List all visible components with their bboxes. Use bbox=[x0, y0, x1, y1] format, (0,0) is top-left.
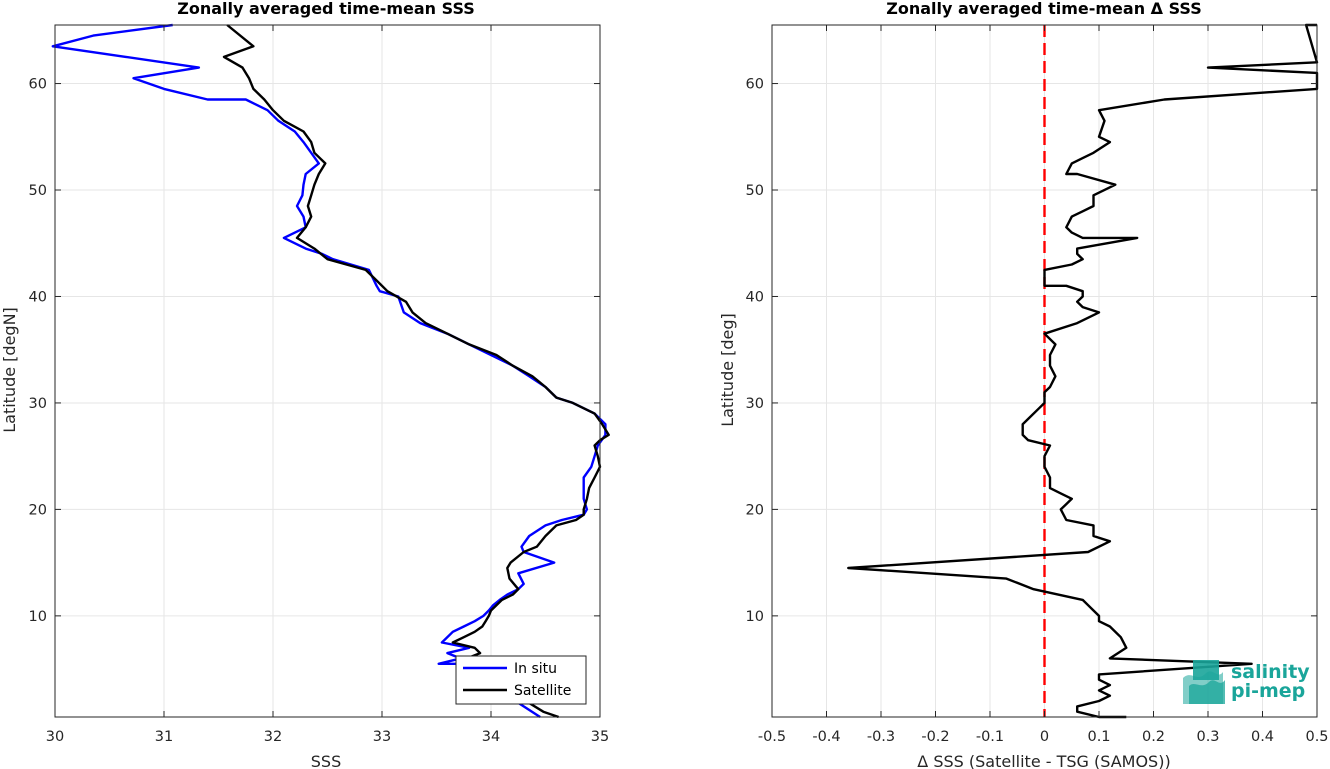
logo-wave-icon-3 bbox=[1193, 660, 1219, 680]
right-x-tick-label: 0.1 bbox=[1087, 729, 1110, 745]
logo-line2: pi-mep bbox=[1231, 680, 1305, 702]
right-x-tick-label: -0.4 bbox=[812, 729, 840, 745]
right-y-axis-label: Latitude [deg] bbox=[718, 313, 737, 427]
right-series-lines bbox=[847, 23, 1319, 719]
right-x-tick-label: 0 bbox=[1040, 729, 1049, 745]
right-y-tick-label: 40 bbox=[746, 289, 764, 305]
logo-line1: salinity bbox=[1231, 661, 1310, 683]
right-x-tick-label: 0.5 bbox=[1305, 729, 1328, 745]
left-x-tick-label: 33 bbox=[373, 729, 391, 745]
left-chart-title: Zonally averaged time-mean SSS bbox=[177, 0, 475, 18]
left-x-tick-label: 34 bbox=[482, 729, 500, 745]
left-x-tick-label: 32 bbox=[264, 729, 282, 745]
right-y-tick-label: 50 bbox=[746, 183, 764, 199]
right-x-tick-label: -0.5 bbox=[758, 729, 786, 745]
logo-wave-icon-2 bbox=[1189, 680, 1225, 704]
legend-satellite-label: Satellite bbox=[514, 683, 571, 699]
legend-box bbox=[455, 655, 587, 705]
left-x-tick-label: 31 bbox=[155, 729, 173, 745]
legend-insitu-label: In situ bbox=[514, 661, 557, 677]
right-y-tick-label: 10 bbox=[746, 609, 764, 625]
left-y-axis-label: Latitude [degN] bbox=[0, 307, 19, 433]
left-axes-box bbox=[54, 24, 601, 718]
right-y-tick-label: 20 bbox=[746, 502, 764, 518]
right-series-line-0 bbox=[847, 23, 1319, 719]
right-chart-title: Zonally averaged time-mean Δ SSS bbox=[886, 0, 1202, 18]
sss-chart: Zonally averaged time-mean SSS 30 31 32 33 3… bbox=[0, 0, 610, 769]
left-y-tick-label: 50 bbox=[29, 183, 47, 199]
right-axes-box bbox=[771, 24, 1318, 718]
left-grid bbox=[54, 25, 601, 717]
left-x-tick-label: 30 bbox=[46, 729, 64, 745]
left-y-tick-label: 40 bbox=[29, 289, 47, 305]
right-x-tick-label: 0.3 bbox=[1196, 729, 1219, 745]
right-x-tick-label: -0.2 bbox=[921, 729, 949, 745]
right-y-tick-label: 60 bbox=[746, 77, 764, 93]
right-x-tick-label: 0.2 bbox=[1142, 729, 1165, 745]
legend: In situ Satellite bbox=[455, 655, 587, 705]
left-y-tick-label: 60 bbox=[29, 77, 47, 93]
delta-sss-chart: Zonally averaged time-mean Δ SSS -0.5 -0.… bbox=[718, 0, 1329, 769]
left-y-tick-label: 20 bbox=[29, 502, 47, 518]
left-y-tick-label: 10 bbox=[29, 609, 47, 625]
salinity-pimep-logo: salinity pi-mep bbox=[1183, 660, 1310, 704]
left-series-line-1 bbox=[222, 24, 610, 719]
right-x-tick-label: -0.1 bbox=[976, 729, 1004, 745]
left-series-lines bbox=[51, 23, 610, 719]
left-x-tick-label: 35 bbox=[591, 729, 609, 745]
right-y-tick-label: 30 bbox=[746, 396, 764, 412]
left-y-tick-label: 30 bbox=[29, 396, 47, 412]
right-x-tick-label: -0.3 bbox=[867, 729, 895, 745]
left-axes: 30 31 32 33 34 35 10 20 30 40 50 60 bbox=[29, 24, 609, 745]
right-x-axis-label: Δ SSS (Satellite - TSG (SAMOS)) bbox=[917, 752, 1170, 769]
right-axes: -0.5 -0.4 -0.3 -0.2 -0.1 0 0.1 0.2 0.3 0.4 0.5 10 20… bbox=[746, 24, 1329, 745]
left-x-axis-label: SSS bbox=[311, 752, 341, 769]
right-x-tick-label: 0.4 bbox=[1251, 729, 1274, 745]
